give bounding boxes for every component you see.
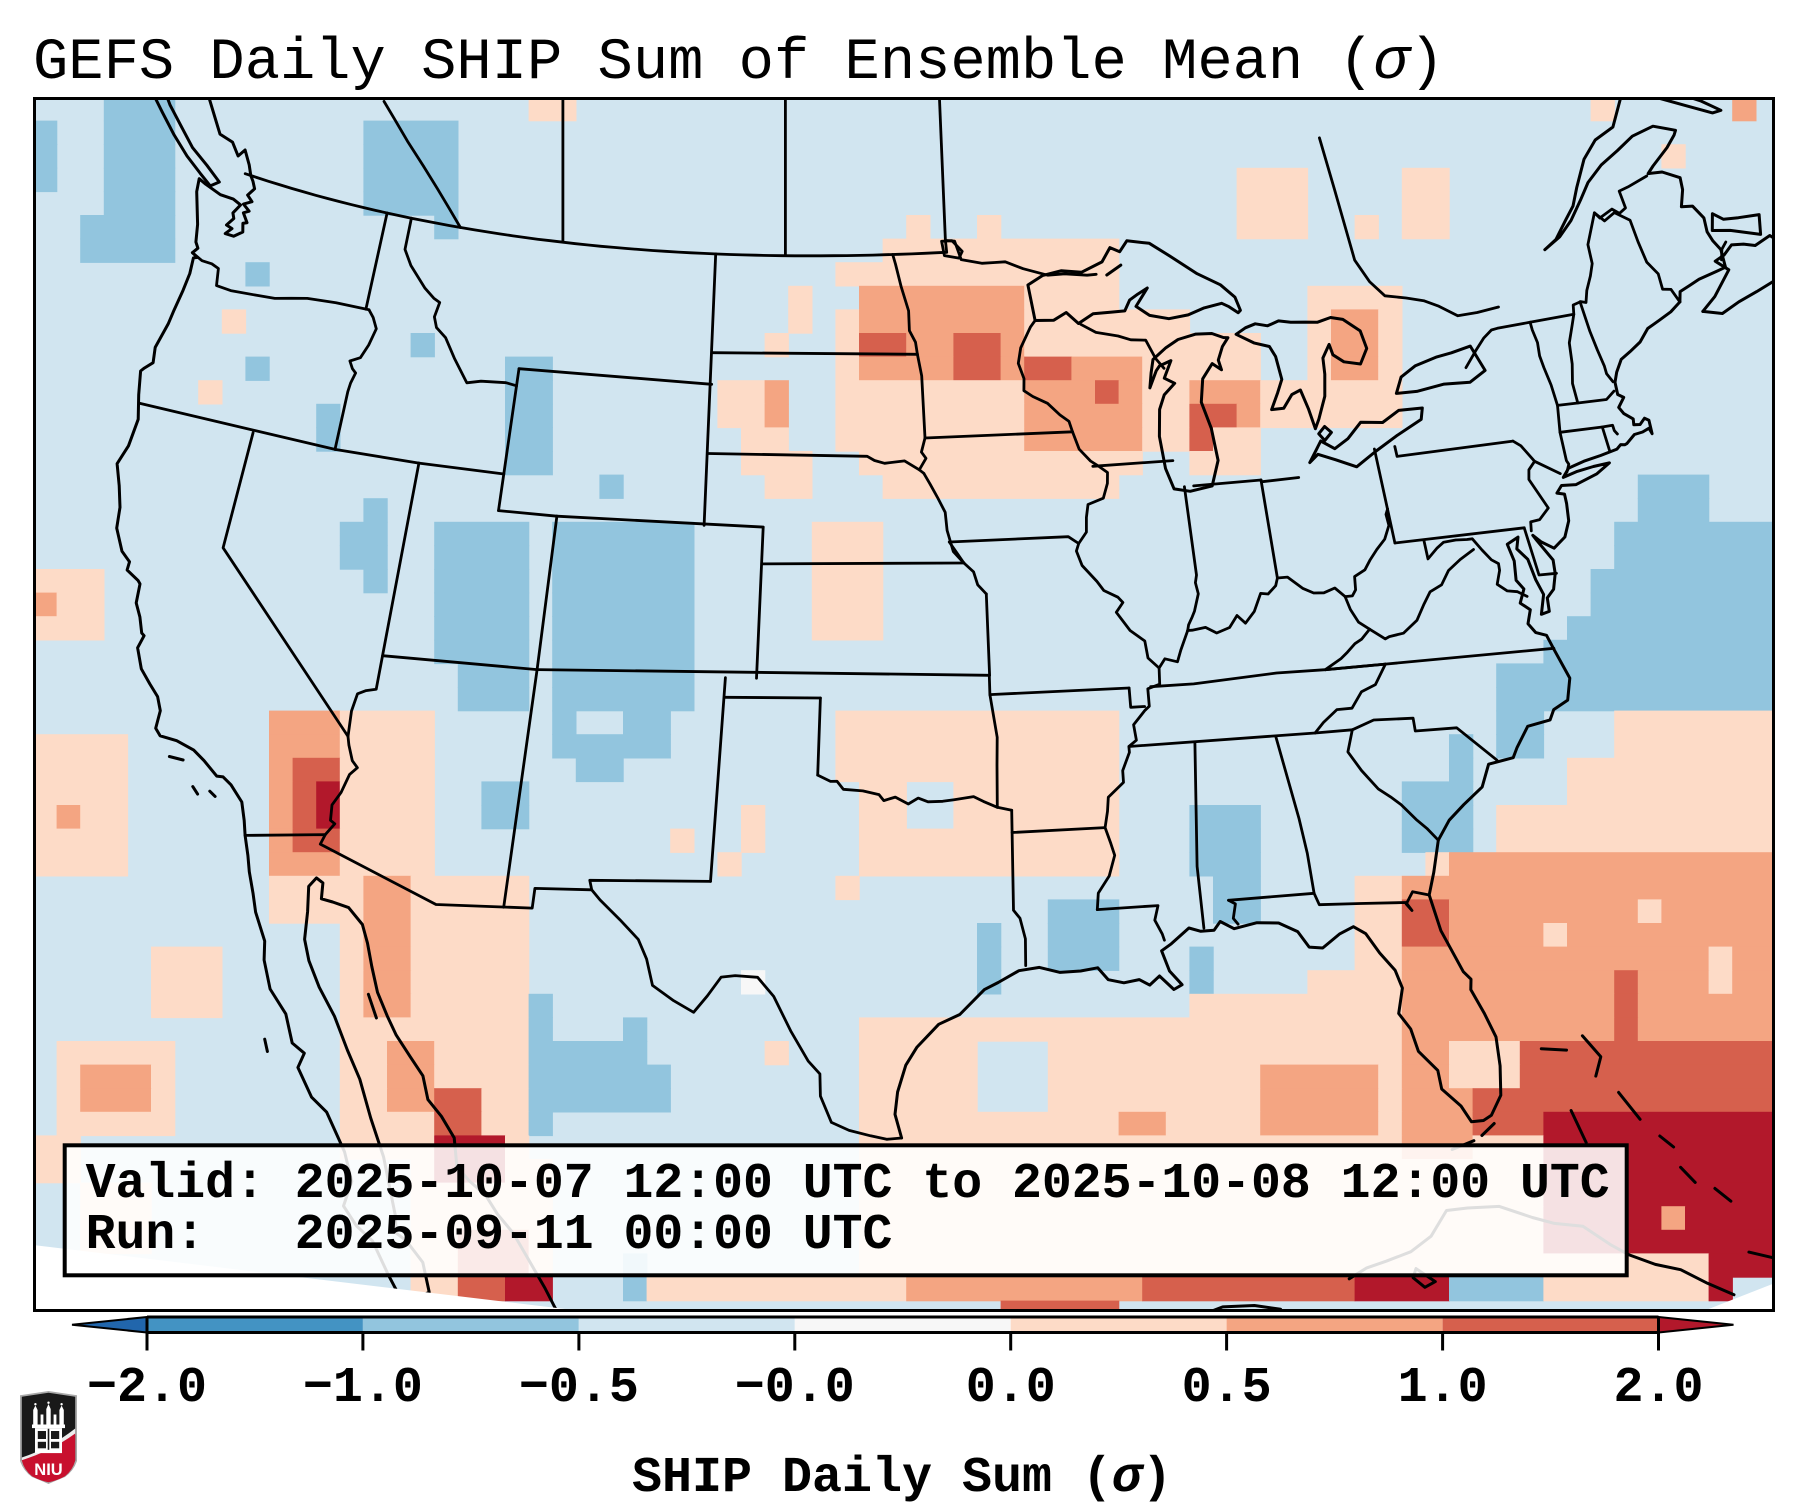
- svg-text:−1.0: −1.0: [303, 1360, 423, 1417]
- svg-text:Run: 2025-09-11 00:00 UTC: Run: 2025-09-11 00:00 UTC: [86, 1207, 893, 1263]
- svg-text:1.0: 1.0: [1398, 1360, 1488, 1417]
- svg-text:−2.0: −2.0: [87, 1360, 207, 1417]
- svg-text:0.5: 0.5: [1182, 1360, 1272, 1417]
- svg-text:2.0: 2.0: [1613, 1360, 1703, 1417]
- svg-text:0.0: 0.0: [966, 1360, 1056, 1417]
- svg-text:SHIP Daily Sum (σ): SHIP Daily Sum (σ): [632, 1450, 1172, 1506]
- svg-text:−0.5: −0.5: [519, 1360, 639, 1417]
- svg-text:Valid: 2025-10-07 12:00 UTC to: Valid: 2025-10-07 12:00 UTC to 2025-10-0…: [86, 1156, 1610, 1212]
- svg-text:−0.0: −0.0: [735, 1360, 855, 1417]
- svg-text:NIU: NIU: [34, 1461, 62, 1479]
